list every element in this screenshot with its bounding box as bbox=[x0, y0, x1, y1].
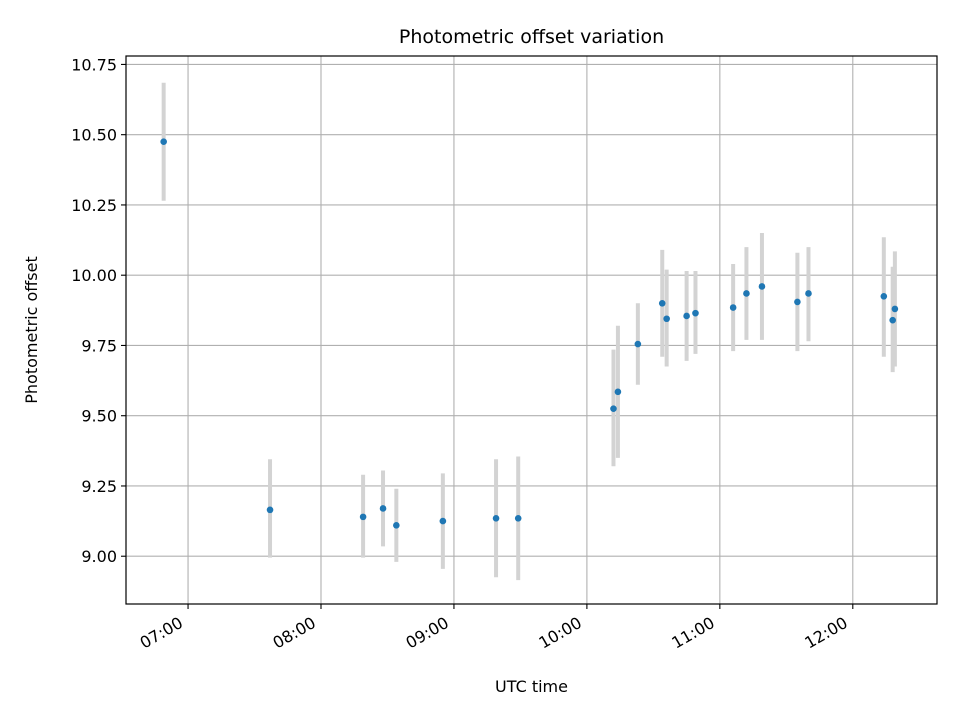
data-point bbox=[393, 522, 400, 529]
data-point bbox=[160, 138, 167, 146]
data-point bbox=[379, 505, 387, 512]
data-point bbox=[514, 514, 522, 522]
data-point bbox=[692, 309, 699, 317]
y-tick-label: 9.25 bbox=[81, 477, 117, 496]
data-point bbox=[359, 513, 367, 521]
data-point bbox=[880, 292, 888, 300]
y-tick-label: 10.00 bbox=[71, 266, 117, 285]
data-point bbox=[891, 305, 899, 313]
data-point bbox=[729, 304, 737, 311]
data-point bbox=[743, 290, 750, 297]
data-point bbox=[758, 283, 766, 290]
grid bbox=[126, 56, 937, 604]
data-point bbox=[614, 388, 622, 396]
chart-title: Photometric offset variation bbox=[399, 26, 664, 48]
y-tick-label: 9.75 bbox=[81, 336, 117, 355]
y-tick-label: 10.75 bbox=[71, 55, 117, 74]
data-point bbox=[658, 300, 666, 307]
y-tick-label: 10.50 bbox=[71, 126, 117, 145]
y-tick-label: 9.50 bbox=[81, 407, 117, 426]
data-point bbox=[889, 316, 896, 324]
x-axis-label: UTC time bbox=[495, 677, 568, 696]
data-point bbox=[634, 340, 642, 348]
data-point bbox=[805, 290, 812, 297]
data-point bbox=[266, 506, 274, 514]
data-point bbox=[683, 312, 690, 320]
y-axis: 9.00 9.25 9.50 9.75 10.00 10.25 10.50 10.75 bbox=[71, 55, 126, 566]
y-axis-label: Photometric offset bbox=[22, 256, 41, 404]
data-point bbox=[439, 517, 447, 525]
y-tick-label: 10.25 bbox=[71, 196, 117, 215]
data-point bbox=[663, 315, 670, 323]
y-tick-label: 9.00 bbox=[81, 547, 117, 566]
data-points bbox=[160, 138, 899, 529]
data-point bbox=[610, 405, 617, 412]
data-point bbox=[794, 298, 801, 306]
plot-area-frame bbox=[125, 55, 938, 605]
data-point bbox=[492, 514, 500, 522]
